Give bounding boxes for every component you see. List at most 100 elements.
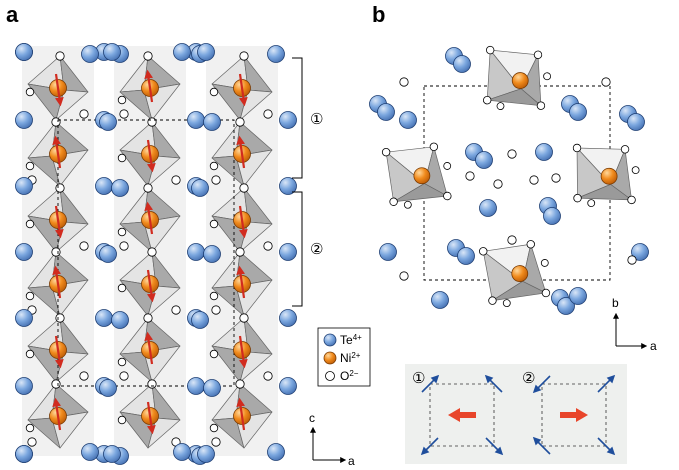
panel-a-label: a — [6, 2, 19, 27]
te-ion — [191, 311, 209, 329]
inset-cell — [429, 383, 495, 447]
te-ion — [187, 111, 205, 129]
o-ion — [465, 171, 475, 181]
te-ion — [99, 113, 117, 131]
spin-inset-background — [405, 364, 627, 464]
o-ion — [403, 200, 412, 209]
te-ion — [475, 151, 493, 169]
spin-arrow — [144, 201, 154, 235]
octahedron-face — [577, 184, 632, 201]
o-ion — [171, 305, 181, 315]
o-ion — [25, 87, 35, 97]
o-ion — [119, 241, 129, 251]
o-ion — [147, 117, 157, 127]
o-ion — [482, 95, 492, 105]
o-ion — [143, 313, 153, 323]
o-ion — [209, 291, 219, 301]
octahedron — [381, 142, 452, 209]
te-ion — [99, 379, 117, 397]
o-ion — [389, 197, 398, 206]
o-ion — [79, 109, 89, 119]
o-ion — [51, 117, 61, 127]
te-ion — [15, 43, 33, 61]
o-ion — [627, 255, 637, 265]
te-ion — [569, 287, 587, 305]
o-ion — [399, 77, 409, 87]
inset-cell — [541, 383, 607, 447]
te-ion — [95, 309, 113, 327]
o-ion — [502, 299, 511, 308]
te-ion — [15, 111, 33, 129]
te-ion — [267, 45, 285, 63]
spin-arrow — [236, 397, 246, 431]
o-ion — [51, 247, 61, 257]
o-ion — [507, 149, 517, 159]
o-ion — [147, 247, 157, 257]
o-ion — [209, 87, 219, 97]
inset-spin-arrow — [420, 437, 439, 456]
axes-panel-a: c a — [309, 411, 355, 468]
te-ion — [479, 199, 497, 217]
o-ion — [399, 271, 409, 281]
inset-spin-arrow — [597, 437, 616, 456]
o-ion — [620, 145, 630, 154]
o-ion — [235, 379, 245, 389]
te-ion — [203, 379, 221, 397]
te-ion — [191, 179, 209, 197]
inset-spin-arrow — [597, 374, 616, 393]
inset-spin-arrow — [485, 437, 504, 456]
o-ion — [239, 183, 249, 193]
region-2-bracket — [292, 191, 303, 307]
spin-arrow — [238, 335, 248, 369]
o-ion — [540, 259, 549, 267]
te-ion — [197, 445, 215, 463]
te-ion — [279, 377, 297, 395]
te-ion — [103, 445, 121, 463]
region-2-label: ② — [310, 240, 323, 258]
octahedron — [572, 143, 640, 207]
legend-item-ni: Ni2+ — [323, 351, 361, 365]
te-ion — [99, 245, 117, 263]
o-ion — [209, 423, 219, 433]
o-ion — [117, 153, 127, 163]
te-ion — [15, 309, 33, 327]
te-ion — [543, 207, 561, 225]
o-ion — [488, 296, 497, 305]
o-ion — [239, 313, 249, 323]
legend-item-te: Te4+ — [323, 333, 362, 347]
axis-label-b: b — [612, 296, 619, 310]
te-ion — [457, 247, 475, 265]
octahedron-face — [486, 88, 542, 107]
te-ion — [279, 177, 297, 195]
octahedron-face — [492, 280, 547, 301]
te-ion — [15, 243, 33, 261]
te-ion — [203, 245, 221, 263]
o-ion — [627, 195, 636, 205]
o-ion — [239, 51, 249, 61]
o-ion — [526, 240, 535, 249]
o-ion — [55, 183, 65, 193]
te-ion — [631, 243, 649, 261]
spin-arrow — [146, 401, 156, 435]
unit-cell-a — [57, 119, 235, 387]
o-ion — [55, 313, 65, 323]
o-ion — [25, 349, 35, 359]
axis-label-a-left: a — [348, 454, 355, 468]
te-ion — [111, 311, 129, 329]
te-ion — [197, 43, 215, 61]
spin-inset-1-label: ① — [412, 369, 425, 387]
o-ion — [119, 371, 129, 381]
te-ion — [627, 113, 645, 131]
o-ion-icon — [325, 371, 335, 381]
legend-item-o: O2− — [325, 369, 359, 383]
o-ion — [211, 305, 221, 315]
octahedron — [479, 240, 551, 308]
spin-arrow — [144, 69, 154, 103]
inset-spin-arrow — [421, 374, 440, 393]
spin-insets: ① ② — [405, 364, 627, 464]
o-ion — [541, 288, 551, 298]
te-ion-icon — [323, 333, 337, 347]
svg-text:Te4+: Te4+ — [340, 333, 362, 347]
o-ion — [381, 147, 391, 157]
o-ion — [235, 247, 245, 257]
